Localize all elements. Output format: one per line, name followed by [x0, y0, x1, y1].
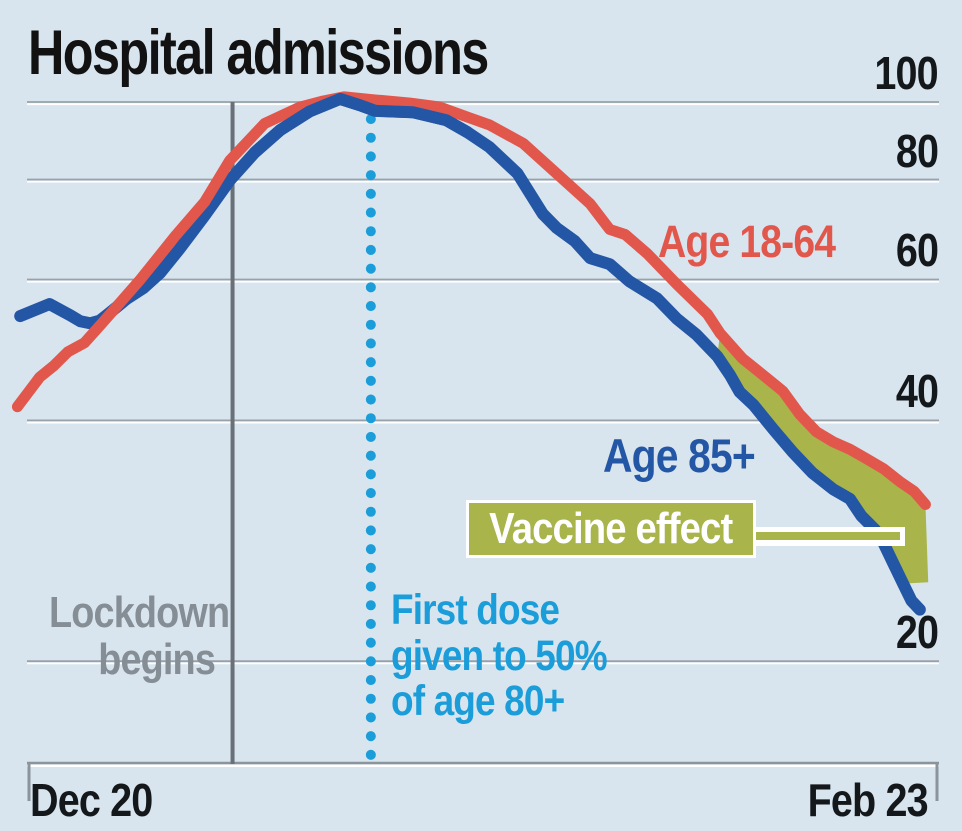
first-dose-line1: First dose [391, 586, 560, 634]
chart-title: Hospital admissions [28, 18, 489, 88]
lockdown-annotation-line2: begins [98, 635, 216, 685]
y-axis-tick-label: 80 [895, 124, 939, 177]
first-dose-line3: of age 80+ [391, 677, 565, 726]
series-line-age-18-64 [11, 91, 931, 510]
vaccine-effect-area [717, 333, 929, 584]
series-label-age-18-64: Age 18-64 [658, 216, 836, 267]
y-axis-tick-label: 40 [895, 365, 939, 418]
vaccine-effect-label: Vaccine effect [489, 504, 733, 553]
lockdown-annotation: Lockdown begins [49, 588, 230, 685]
series-label-age-85: Age 85+ [603, 429, 756, 482]
vaccine-effect-leader-core [752, 532, 900, 540]
lockdown-annotation-line1: Lockdown [49, 588, 230, 637]
first-dose-line2: given to 50% [391, 631, 608, 680]
y-axis-tick-label: 20 [895, 606, 939, 659]
x-axis-label-end: Feb 23 [807, 774, 929, 826]
series-line-age-85 [14, 92, 926, 616]
first-dose-annotation: First dose given to 50% of age 80+ [391, 586, 608, 726]
y-axis-tick-label: 100 [874, 47, 939, 99]
y-axis-tick-label: 60 [895, 224, 939, 277]
vaccine-effect-callout: Vaccine effect [466, 500, 756, 558]
x-axis-label-start: Dec 20 [30, 774, 153, 826]
vaccine-effect-leader-line [752, 527, 905, 546]
series-line-age-85-peak [248, 92, 474, 159]
